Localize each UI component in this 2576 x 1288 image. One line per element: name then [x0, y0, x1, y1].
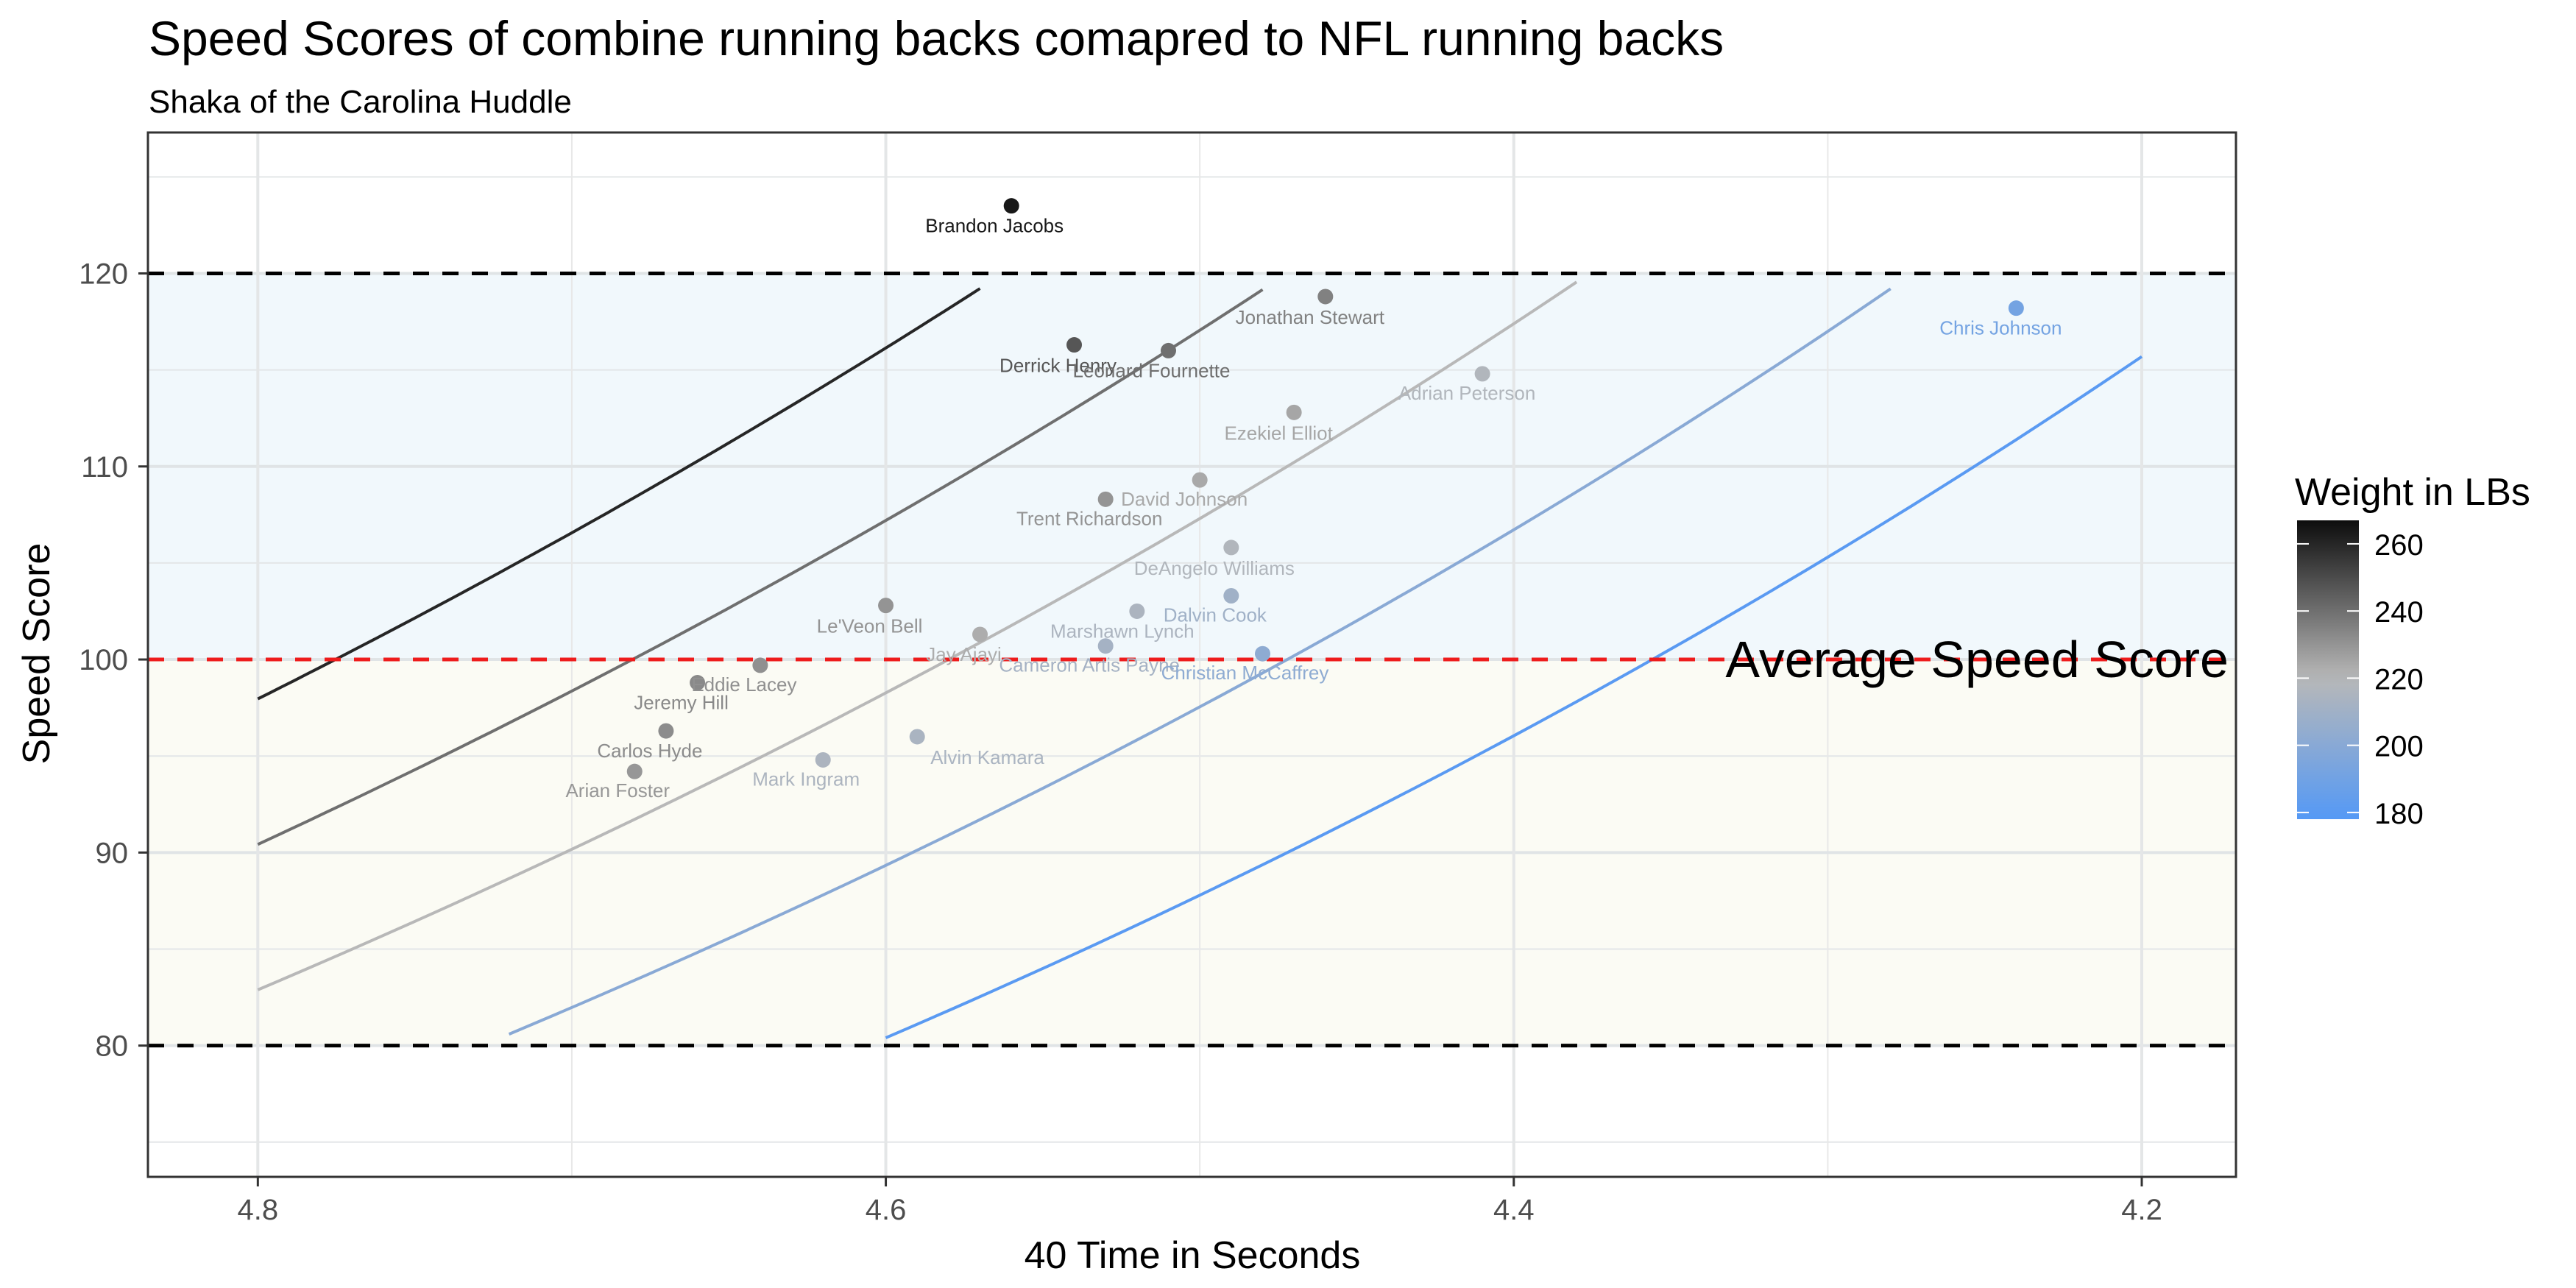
weight-curve-240 — [257, 288, 1264, 846]
data-point — [1003, 198, 1019, 214]
data-point — [690, 675, 706, 691]
point-label: David Johnson — [1121, 488, 1248, 510]
data-point — [752, 657, 768, 673]
x-tick-label: 4.4 — [1493, 1194, 1535, 1226]
y-tick-label: 100 — [79, 644, 128, 676]
data-point — [1223, 539, 1239, 556]
point-label: Brandon Jacobs — [925, 215, 1064, 237]
y-tick-label: 110 — [81, 451, 128, 484]
point-label: Marshawn Lynch — [1050, 620, 1195, 642]
data-point — [658, 723, 674, 739]
data-points — [626, 198, 2024, 779]
y-axis: 80 90 100 110 120 — [79, 258, 148, 1063]
data-point — [1129, 603, 1145, 619]
legend-tick-label: 260 — [2374, 529, 2424, 562]
weight-curve-260 — [257, 287, 981, 701]
point-label: Jeremy Hill — [634, 692, 729, 714]
weight-curve-220 — [257, 280, 1578, 991]
point-label: Le'Veon Bell — [817, 615, 923, 637]
point-label: Trent Richardson — [1016, 507, 1162, 529]
data-point — [2008, 300, 2024, 316]
legend-tick-label: 200 — [2374, 731, 2424, 763]
data-point — [815, 751, 831, 768]
data-point — [909, 729, 925, 745]
point-label: Adrian Peterson — [1398, 382, 1535, 404]
data-point — [1286, 404, 1302, 420]
data-point — [1161, 342, 1177, 358]
point-label: Christian McCaffrey — [1161, 662, 1329, 684]
x-axis: 4.8 4.6 4.4 4.2 — [238, 1177, 2162, 1226]
legend-ticks: 260 240 220 200 180 — [2297, 529, 2424, 830]
y-axis-title: Speed Score — [15, 543, 58, 765]
data-point — [1254, 645, 1270, 662]
x-tick-label: 4.8 — [238, 1194, 279, 1226]
weight-curve-200 — [508, 287, 1892, 1036]
x-tick-label: 4.6 — [866, 1194, 907, 1226]
point-label: Leonard Fournette — [1073, 359, 1231, 381]
point-label: Derrick Henry — [999, 355, 1117, 377]
y-tick-label: 90 — [96, 837, 129, 869]
point-label: Jay Ajayi — [926, 643, 1002, 665]
legend-tick-label: 180 — [2374, 798, 2424, 830]
point-label: Chris Johnson — [1939, 317, 2062, 339]
data-point — [1097, 638, 1114, 654]
x-axis-title: 40 Time in Seconds — [1025, 1234, 1361, 1277]
point-labels: Brandon Jacobs Jonathan Stewart Chris John… — [565, 215, 2062, 802]
data-point — [1066, 337, 1083, 353]
point-label: Dalvin Cook — [1164, 604, 1267, 626]
point-label: Alvin Kamara — [930, 746, 1044, 768]
data-point — [1474, 366, 1490, 382]
y-tick-label: 120 — [79, 258, 128, 290]
data-point — [878, 598, 894, 614]
average-speed-score-annotation: Average Speed Score — [1725, 631, 2229, 688]
chart-title: Speed Scores of combine running backs co… — [149, 11, 1724, 66]
x-tick-label: 4.2 — [2121, 1194, 2162, 1226]
weight-curve-180 — [885, 355, 2143, 1039]
panel-border — [146, 131, 2237, 1178]
color-legend: Weight in LBs 260 240 220 200 180 — [2295, 471, 2530, 830]
legend-tick-label: 240 — [2374, 596, 2424, 629]
point-label: Carlos Hyde — [597, 740, 702, 762]
legend-colorbar — [2297, 520, 2359, 819]
chart-subtitle: Shaka of the Carolina Huddle — [149, 84, 572, 120]
y-tick-label: 80 — [96, 1030, 129, 1063]
data-point — [626, 763, 643, 779]
data-point — [1097, 491, 1114, 507]
point-label: Mark Ingram — [752, 768, 860, 790]
point-label: Eddie Lacey — [691, 673, 796, 696]
data-point — [972, 626, 988, 643]
point-label: Arian Foster — [565, 779, 670, 802]
point-label: Ezekiel Elliot — [1224, 422, 1333, 444]
legend-title: Weight in LBs — [2295, 471, 2530, 514]
legend-tick-label: 220 — [2374, 663, 2424, 696]
data-point — [1223, 588, 1239, 604]
weight-curves — [257, 280, 2143, 1039]
point-label: DeAngelo Williams — [1134, 557, 1295, 579]
point-label: Cameron Artis Payne — [999, 654, 1180, 676]
data-point — [1317, 289, 1334, 305]
reference-lines — [148, 271, 2236, 1048]
data-point — [1192, 472, 1208, 488]
point-label: Jonathan Stewart — [1236, 306, 1385, 328]
